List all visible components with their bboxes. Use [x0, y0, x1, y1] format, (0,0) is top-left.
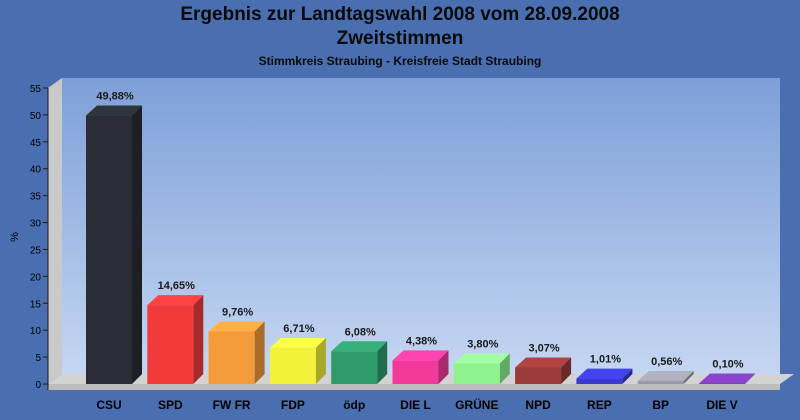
bar-top	[86, 105, 142, 116]
bar-front	[699, 383, 745, 384]
bar-top	[147, 295, 204, 306]
bar-value-label: 49,88%	[96, 91, 134, 103]
bar-side	[315, 337, 326, 384]
chart-bars	[86, 105, 755, 385]
bar-front	[208, 331, 255, 384]
bar-front	[453, 363, 500, 384]
y-tick-label: 5	[35, 353, 41, 364]
bar-value-label: 14,65%	[158, 280, 196, 292]
y-tick-label: 25	[30, 245, 42, 256]
bar-front	[392, 360, 439, 384]
y-tick-label: 10	[30, 326, 42, 337]
x-category-label: REP	[587, 398, 612, 412]
bar-side	[438, 350, 449, 384]
bar-value-label: 6,71%	[283, 323, 314, 335]
bar	[515, 357, 572, 384]
bar-value-label: 1,01%	[590, 354, 621, 366]
y-tick-label: 30	[30, 219, 42, 230]
bar-side	[622, 368, 633, 384]
bar-value-label: 3,80%	[467, 339, 498, 351]
bar-front	[269, 347, 316, 384]
bar-side	[254, 321, 265, 384]
bar	[576, 368, 633, 384]
x-category-label: DIE L	[400, 398, 431, 412]
y-tick-label: 0	[35, 380, 41, 391]
x-category-label: NPD	[525, 398, 551, 412]
y-tick-label: 45	[30, 138, 42, 149]
bar	[331, 341, 388, 384]
bar	[269, 337, 326, 384]
bar-side	[193, 295, 204, 384]
plot-side-wall	[48, 78, 62, 384]
bar-value-label: 3,07%	[528, 342, 559, 354]
bar-top	[392, 350, 449, 361]
bar-side	[561, 357, 572, 384]
y-tick-label: 40	[30, 165, 42, 176]
bar-top	[453, 353, 510, 364]
bar-value-label: 6,08%	[345, 326, 376, 338]
bar-top	[331, 341, 388, 352]
y-tick-label: 20	[30, 272, 42, 283]
x-category-label: GRÜNE	[455, 397, 498, 412]
chart-subtitle-main: Zweitstimmen	[336, 28, 464, 49]
bar-top	[637, 370, 694, 381]
x-category-label: SPD	[158, 398, 183, 412]
x-category-label: ödp	[343, 398, 365, 412]
x-category-label: FW FR	[213, 398, 251, 412]
bar	[392, 350, 449, 384]
bar-side	[377, 341, 388, 384]
bar	[147, 295, 204, 384]
bar-front	[637, 380, 684, 384]
bar-side	[132, 105, 142, 385]
bar-side	[683, 370, 694, 384]
bar-value-label: 4,38%	[406, 335, 437, 347]
bar-top	[208, 321, 265, 332]
y-tick-label: 35	[30, 192, 42, 203]
bar-top	[699, 373, 755, 384]
bar-front	[147, 305, 194, 384]
bar	[453, 353, 510, 384]
x-category-label: BP	[652, 398, 669, 412]
chart-labels: 49,88% CSU 14,65% SPD 9,76% FW FR 6,71% FDP 6,08…	[96, 91, 743, 412]
bar-front	[86, 115, 132, 385]
bar	[208, 321, 265, 384]
bar-value-label: 9,76%	[222, 306, 253, 318]
chart-title: Ergebnis zur Landtagswahl 2008 vom 28.09…	[180, 4, 620, 25]
bar-value-label: 0,56%	[651, 356, 682, 368]
bar	[86, 105, 142, 385]
bar-top	[576, 368, 633, 379]
y-tick-label: 15	[30, 299, 42, 310]
y-tick-label: 50	[30, 111, 42, 122]
x-category-label: CSU	[96, 398, 121, 412]
bar-front	[331, 351, 378, 384]
bar-side	[745, 373, 755, 384]
bar	[699, 373, 755, 384]
bar-front	[576, 378, 623, 384]
bar-top	[269, 337, 326, 348]
y-tick-label: 55	[30, 84, 42, 95]
bar-front	[515, 367, 562, 384]
bar-side	[499, 353, 510, 384]
bar-value-label: 0,10%	[712, 358, 743, 370]
y-axis-label: %	[9, 232, 21, 242]
bar-top	[515, 357, 572, 368]
plot-floor-edge	[48, 384, 780, 390]
x-category-label: FDP	[281, 398, 305, 412]
chart-subtitle: Stimmkreis Straubing - Kreisfreie Stadt …	[258, 54, 542, 68]
bar	[637, 370, 694, 384]
x-category-label: DIE V	[706, 398, 737, 412]
